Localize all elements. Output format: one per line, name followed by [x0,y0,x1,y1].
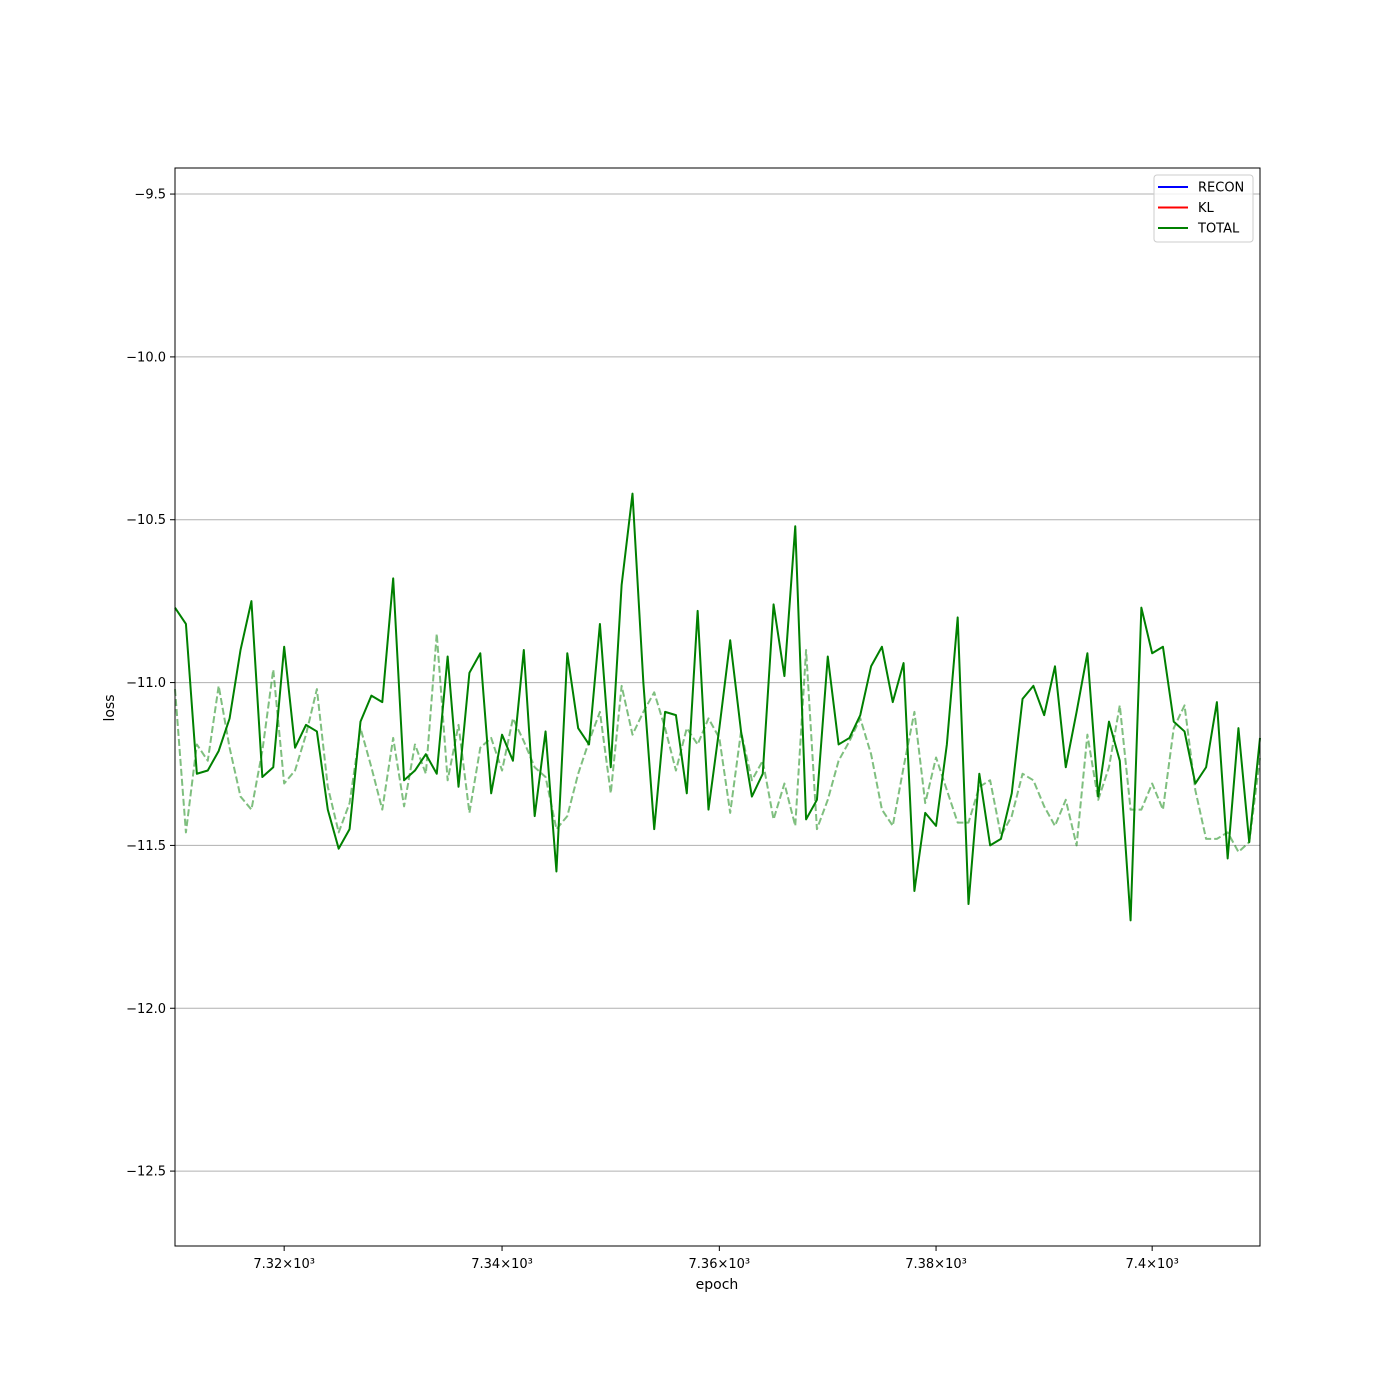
x-tick-label: 7.36×10³ [689,1257,751,1272]
x-tick-label: 7.32×10³ [253,1257,315,1272]
y-tick-label: −12.0 [126,1002,166,1017]
y-tick-label: −12.5 [126,1165,166,1180]
legend-label: RECON [1198,181,1244,196]
plot-frame [174,167,1261,1247]
legend-box [1153,174,1254,243]
x-axis-label: epoch [696,1277,739,1293]
x-tick-label: 7.34×10³ [471,1257,533,1272]
y-axis-ticks: −9.5 −10.0 −10.5 −11.0 −11.5 −12.0 −12.5 [126,188,175,1180]
legend: RECON KL TOTAL [1153,174,1254,243]
series-layer [174,492,1261,922]
y-tick-label: −10.0 [126,350,166,365]
y-tick-label: −11.5 [126,839,166,854]
x-tick-label: 7.4×10³ [1125,1257,1178,1272]
y-tick-label: −11.0 [126,676,166,691]
legend-label: TOTAL [1197,222,1240,237]
grid-lines [175,193,1260,1172]
y-tick-label: −9.5 [134,188,166,203]
legend-label: KL [1198,201,1215,216]
y-tick-label: −10.5 [126,513,166,528]
x-axis-ticks: 7.32×10³ 7.34×10³ 7.36×10³ 7.38×10³ 7.4×10³ [253,1246,1179,1272]
x-tick-label: 7.38×10³ [905,1257,967,1272]
total-series-line [174,492,1261,922]
y-axis-label: loss [102,694,118,721]
